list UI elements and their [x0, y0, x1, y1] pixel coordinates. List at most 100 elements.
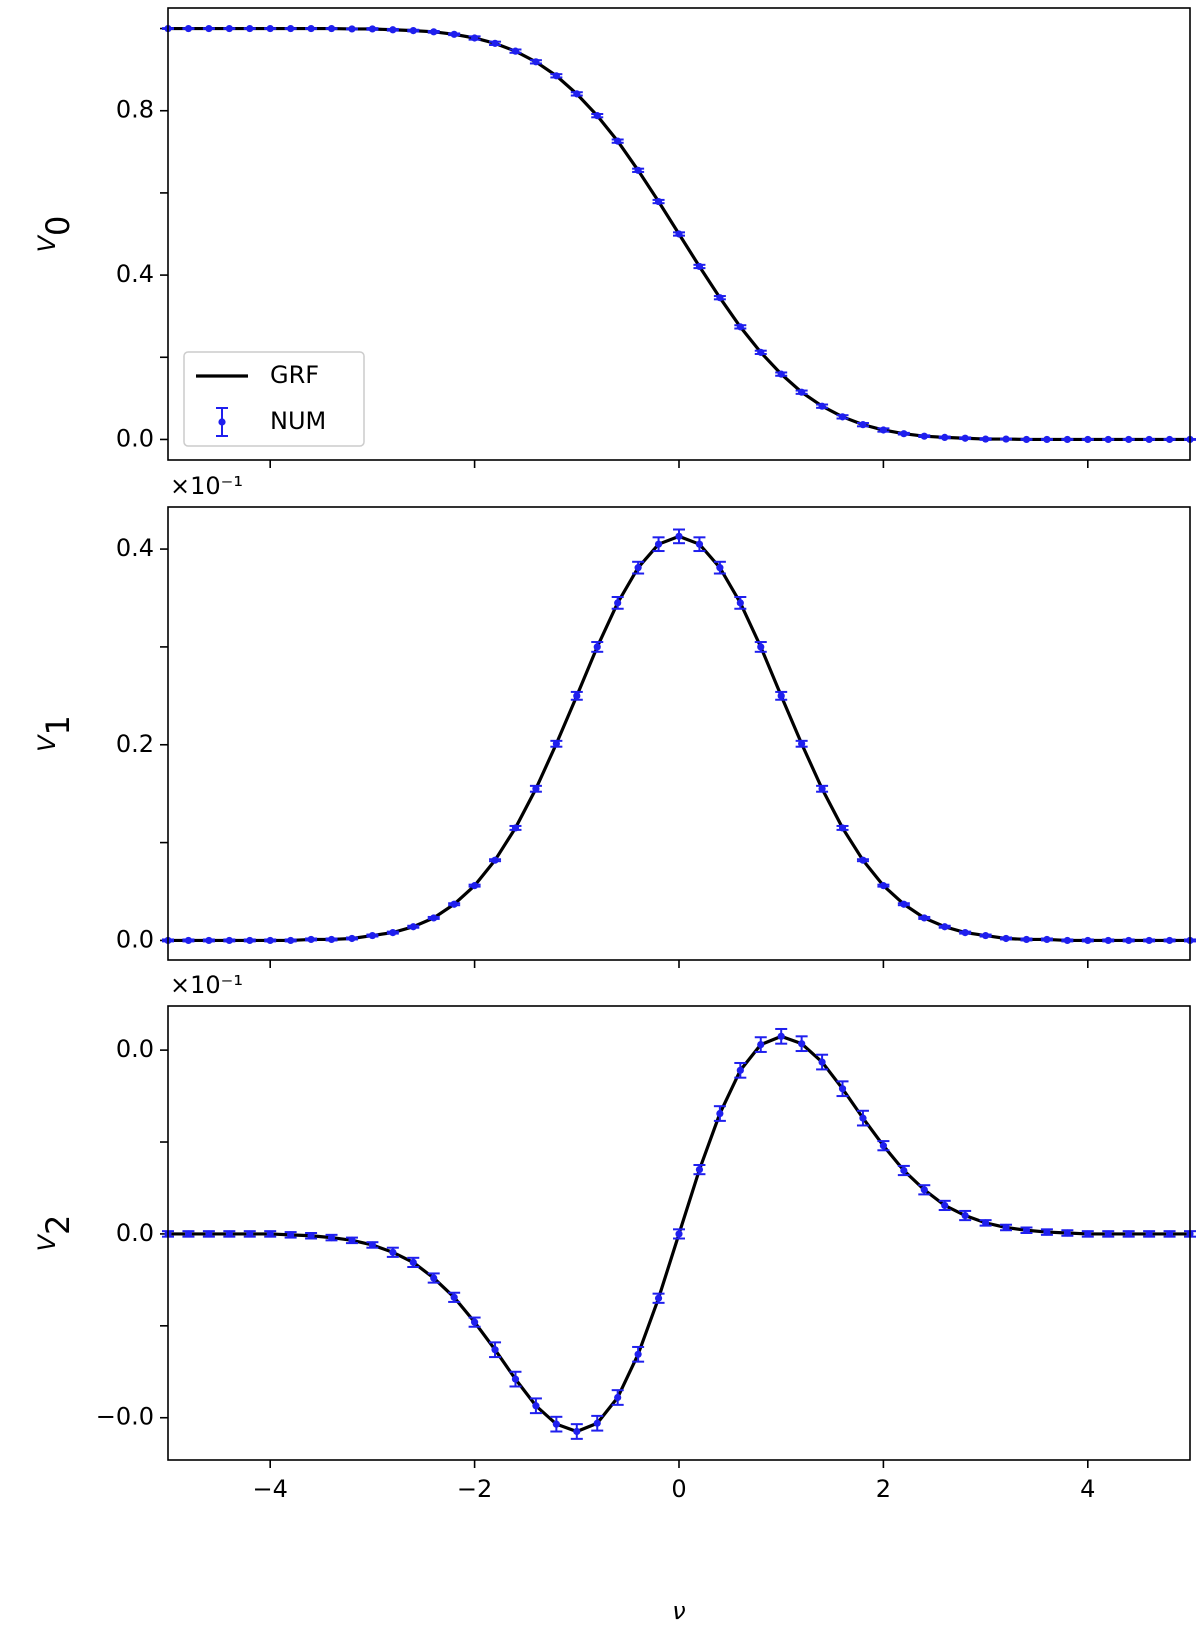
num-point	[511, 824, 520, 832]
num-point	[859, 421, 867, 429]
num-point	[920, 1186, 928, 1194]
num-point	[246, 936, 254, 945]
num-point	[266, 1230, 274, 1238]
num-point	[757, 1040, 765, 1049]
y-axis-label: V0	[33, 216, 77, 253]
num-point	[1043, 1228, 1051, 1236]
legend: GRF NUM	[183, 351, 365, 447]
num-point	[1165, 936, 1174, 945]
y-axis-label: V1	[33, 715, 77, 752]
num-point	[941, 433, 949, 441]
num-point	[327, 935, 336, 944]
num-point	[879, 882, 888, 890]
num-point	[859, 1114, 867, 1122]
num-point	[450, 900, 458, 908]
num-point	[471, 34, 479, 42]
num-point	[246, 24, 254, 33]
num-point	[511, 1375, 520, 1383]
num-point	[327, 1233, 336, 1242]
num-point	[634, 166, 642, 174]
num-point	[389, 929, 397, 937]
y-label-sub: 1	[39, 715, 77, 735]
num-point	[225, 936, 233, 945]
num-point	[1104, 936, 1112, 945]
num-point	[777, 1032, 785, 1040]
num-point	[225, 1230, 233, 1238]
num-point	[1002, 1223, 1010, 1232]
num-point	[205, 936, 213, 945]
num-point	[327, 24, 336, 33]
offset-text: ×10⁻¹	[170, 971, 243, 999]
num-point	[654, 540, 663, 548]
num-point	[307, 1232, 315, 1240]
y-axis-label: V2	[33, 1215, 77, 1252]
y-tick-label: 0.8	[116, 96, 154, 124]
num-point	[1165, 1230, 1174, 1238]
num-point	[184, 1230, 193, 1238]
num-point	[430, 1274, 438, 1282]
plot-frame	[167, 7, 1191, 461]
num-point	[920, 432, 928, 440]
num-point	[695, 1165, 704, 1174]
num-point	[471, 1318, 479, 1326]
num-point	[287, 936, 295, 945]
num-point	[1022, 435, 1031, 444]
num-point	[614, 1393, 622, 1402]
num-point	[654, 197, 663, 206]
num-point	[716, 1109, 724, 1118]
num-point	[593, 112, 601, 120]
num-point	[1104, 435, 1112, 444]
x-tick-label: −2	[457, 1475, 492, 1503]
num-point	[409, 27, 417, 35]
y-label-base: V	[33, 1233, 61, 1251]
num-point	[900, 900, 908, 908]
num-point	[1022, 1226, 1031, 1234]
num-point	[266, 24, 274, 33]
num-point	[1125, 936, 1133, 945]
plot-frame	[167, 1005, 1191, 1461]
num-point	[430, 28, 438, 36]
num-point	[757, 643, 765, 651]
num-point	[409, 923, 417, 931]
num-point	[982, 435, 990, 443]
num-point	[675, 1230, 683, 1238]
num-point	[675, 230, 683, 238]
num-point	[654, 1294, 663, 1302]
y-tick-label: 0.4	[116, 534, 154, 562]
num-point	[511, 47, 520, 55]
num-point	[287, 1231, 295, 1239]
num-point	[573, 692, 581, 700]
num-point	[818, 785, 826, 793]
num-point	[614, 599, 622, 607]
num-point	[409, 1258, 417, 1267]
legend-label: NUM	[270, 407, 326, 435]
num-point	[368, 931, 376, 940]
num-point	[920, 914, 928, 922]
num-point	[961, 1211, 969, 1220]
y-label-base: V	[33, 234, 61, 252]
num-point	[941, 1201, 949, 1210]
num-point	[716, 294, 724, 302]
num-point	[777, 370, 785, 378]
num-point	[675, 532, 683, 540]
num-point	[450, 1293, 458, 1301]
num-point	[307, 935, 315, 944]
num-point	[777, 692, 785, 700]
x-tick-label: 4	[1080, 1475, 1095, 1503]
num-point	[982, 1219, 990, 1227]
num-point	[348, 1236, 356, 1244]
y-label-sub: 2	[39, 1215, 77, 1235]
y-tick-label: −0.0	[96, 1403, 154, 1431]
num-point	[1002, 934, 1010, 943]
num-point	[818, 402, 826, 410]
num-point	[1125, 1230, 1133, 1238]
num-point	[184, 24, 193, 33]
num-point	[634, 564, 642, 572]
legend-marker	[218, 418, 226, 426]
num-point	[900, 430, 908, 438]
num-point	[736, 599, 744, 607]
num-point	[287, 24, 295, 33]
num-point	[838, 824, 847, 832]
num-point	[1002, 435, 1010, 443]
num-point	[798, 740, 806, 748]
